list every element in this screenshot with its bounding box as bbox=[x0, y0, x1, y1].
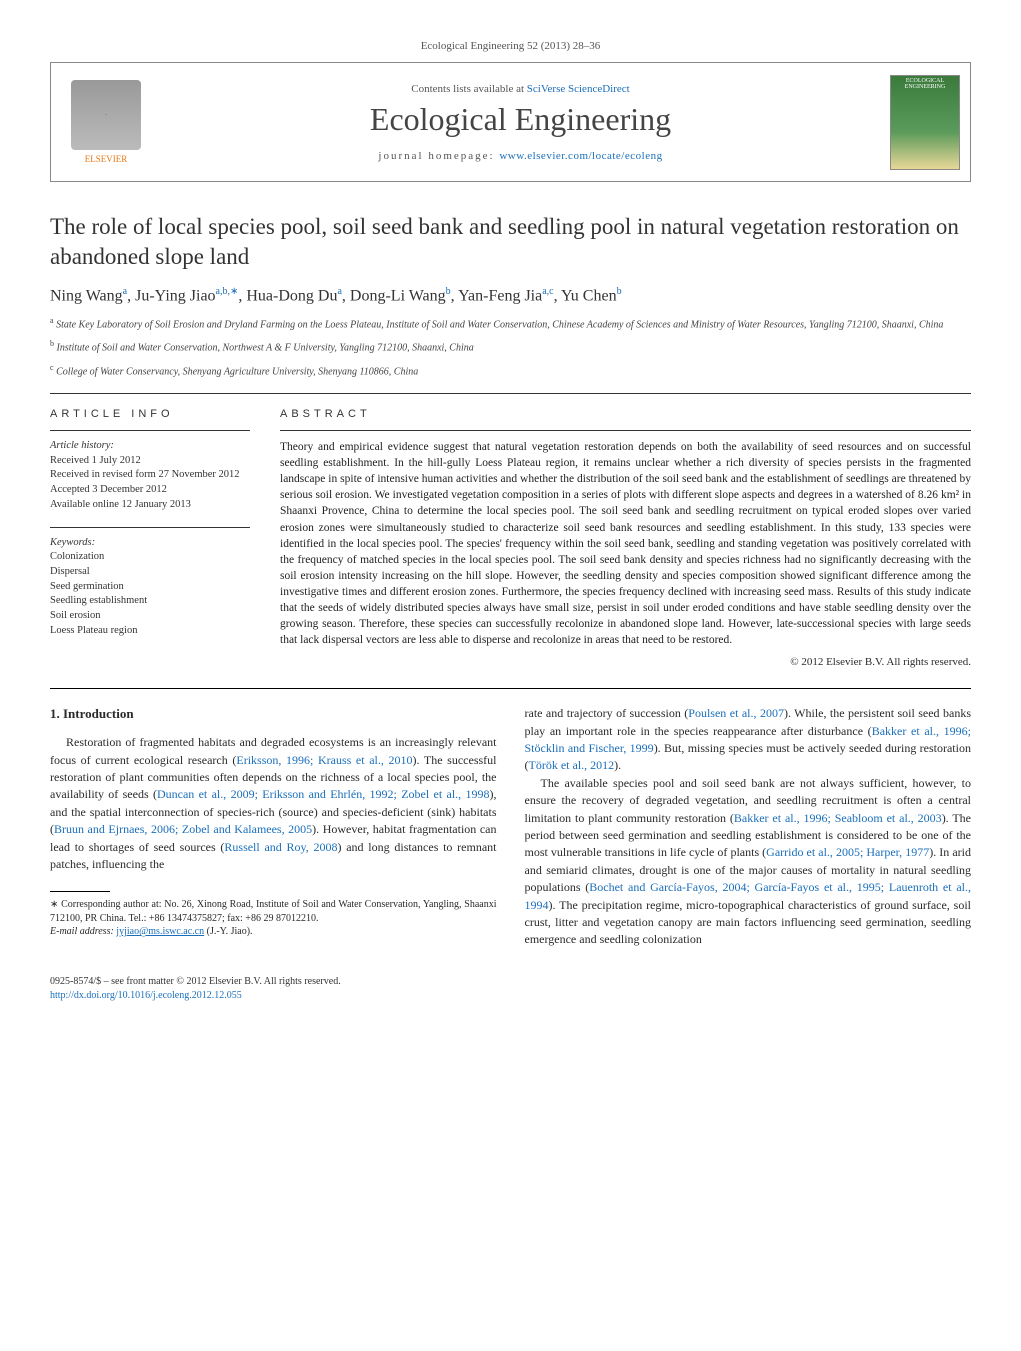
citation[interactable]: Bakker et al., 1996; Seabloom et al., 20… bbox=[734, 811, 942, 825]
journal-title: Ecological Engineering bbox=[151, 101, 890, 138]
citation[interactable]: Török et al., 2012 bbox=[529, 758, 615, 772]
header-center: Contents lists available at SciVerse Sci… bbox=[151, 83, 890, 162]
divider bbox=[50, 430, 250, 431]
sciencedirect-link[interactable]: SciVerse ScienceDirect bbox=[527, 83, 630, 95]
section-heading-intro: 1. Introduction bbox=[50, 705, 497, 724]
homepage-line: journal homepage: www.elsevier.com/locat… bbox=[151, 150, 890, 162]
publisher-logo: · ELSEVIER bbox=[61, 80, 151, 164]
page-footer: 0925-8574/$ – see front matter © 2012 El… bbox=[50, 975, 971, 1003]
email-suffix: (J.-Y. Jiao). bbox=[204, 926, 252, 937]
received-date: Received 1 July 2012 bbox=[50, 454, 250, 469]
journal-citation: Ecological Engineering 52 (2013) 28–36 bbox=[50, 40, 971, 52]
front-matter-line: 0925-8574/$ – see front matter © 2012 El… bbox=[50, 975, 971, 989]
affiliation-c: c College of Water Conservancy, Shenyang… bbox=[50, 362, 971, 379]
body-column-left: 1. Introduction Restoration of fragmente… bbox=[50, 705, 497, 948]
history-label: Article history: bbox=[50, 439, 250, 454]
thick-divider bbox=[50, 688, 971, 689]
divider bbox=[280, 430, 971, 431]
homepage-prefix: journal homepage: bbox=[378, 150, 499, 162]
intro-paragraph-1-cont: rate and trajectory of succession (Pouls… bbox=[525, 705, 972, 775]
accepted-date: Accepted 3 December 2012 bbox=[50, 483, 250, 498]
citation[interactable]: Russell and Roy, 2008 bbox=[224, 840, 337, 854]
online-date: Available online 12 January 2013 bbox=[50, 498, 250, 513]
publisher-name: ELSEVIER bbox=[61, 154, 151, 164]
homepage-link[interactable]: www.elsevier.com/locate/ecoleng bbox=[499, 150, 662, 162]
footnotes: ∗ Corresponding author at: No. 26, Xinon… bbox=[50, 898, 497, 939]
divider bbox=[50, 393, 971, 394]
affiliation-a: a State Key Laboratory of Soil Erosion a… bbox=[50, 315, 971, 332]
keyword: Loess Plateau region bbox=[50, 624, 250, 639]
abstract-block: abstract Theory and empirical evidence s… bbox=[280, 408, 971, 668]
body-column-right: rate and trajectory of succession (Pouls… bbox=[525, 705, 972, 948]
keyword: Seed germination bbox=[50, 580, 250, 595]
corresponding-author: ∗ Corresponding author at: No. 26, Xinon… bbox=[50, 898, 497, 925]
email-line: E-mail address: jyjiao@ms.iswc.ac.cn (J.… bbox=[50, 925, 497, 939]
elsevier-tree-icon: · bbox=[71, 80, 141, 150]
keyword: Seedling establishment bbox=[50, 594, 250, 609]
citation[interactable]: Bruun and Ejrnaes, 2006; Zobel and Kalam… bbox=[54, 822, 312, 836]
footnote-divider bbox=[50, 891, 110, 892]
intro-paragraph-2: The available species pool and soil seed… bbox=[525, 775, 972, 949]
authors-line: Ning Wanga, Ju-Ying Jiaoa,b,∗, Hua-Dong … bbox=[50, 286, 971, 305]
citation[interactable]: Duncan et al., 2009; Eriksson and Ehrlén… bbox=[157, 787, 490, 801]
citation[interactable]: Poulsen et al., 2007 bbox=[688, 706, 784, 720]
journal-header-box: · ELSEVIER Contents lists available at S… bbox=[50, 62, 971, 182]
email-label: E-mail address: bbox=[50, 926, 116, 937]
affiliation-b: b Institute of Soil and Water Conservati… bbox=[50, 338, 971, 355]
abstract-copyright: © 2012 Elsevier B.V. All rights reserved… bbox=[280, 656, 971, 668]
intro-paragraph-1: Restoration of fragmented habitats and d… bbox=[50, 734, 497, 873]
abstract-text: Theory and empirical evidence suggest th… bbox=[280, 439, 971, 648]
keyword: Dispersal bbox=[50, 565, 250, 580]
article-info-block: article info Article history: Received 1… bbox=[50, 408, 250, 668]
journal-cover-thumb: ECOLOGICAL ENGINEERING bbox=[890, 75, 960, 170]
article-title: The role of local species pool, soil see… bbox=[50, 212, 971, 272]
keywords-label: Keywords: bbox=[50, 536, 250, 551]
doi-link[interactable]: http://dx.doi.org/10.1016/j.ecoleng.2012… bbox=[50, 990, 242, 1001]
citation[interactable]: Garrido et al., 2005; Harper, 1977 bbox=[766, 845, 929, 859]
contents-prefix: Contents lists available at bbox=[411, 83, 526, 95]
keyword: Colonization bbox=[50, 550, 250, 565]
divider bbox=[50, 527, 250, 528]
email-link[interactable]: jyjiao@ms.iswc.ac.cn bbox=[116, 926, 204, 937]
abstract-heading: abstract bbox=[280, 408, 971, 420]
article-info-heading: article info bbox=[50, 408, 250, 420]
keyword: Soil erosion bbox=[50, 609, 250, 624]
keywords-list: ColonizationDispersalSeed germinationSee… bbox=[50, 550, 250, 638]
contents-line: Contents lists available at SciVerse Sci… bbox=[151, 83, 890, 95]
citation[interactable]: Eriksson, 1996; Krauss et al., 2010 bbox=[236, 753, 412, 767]
revised-date: Received in revised form 27 November 201… bbox=[50, 468, 250, 483]
